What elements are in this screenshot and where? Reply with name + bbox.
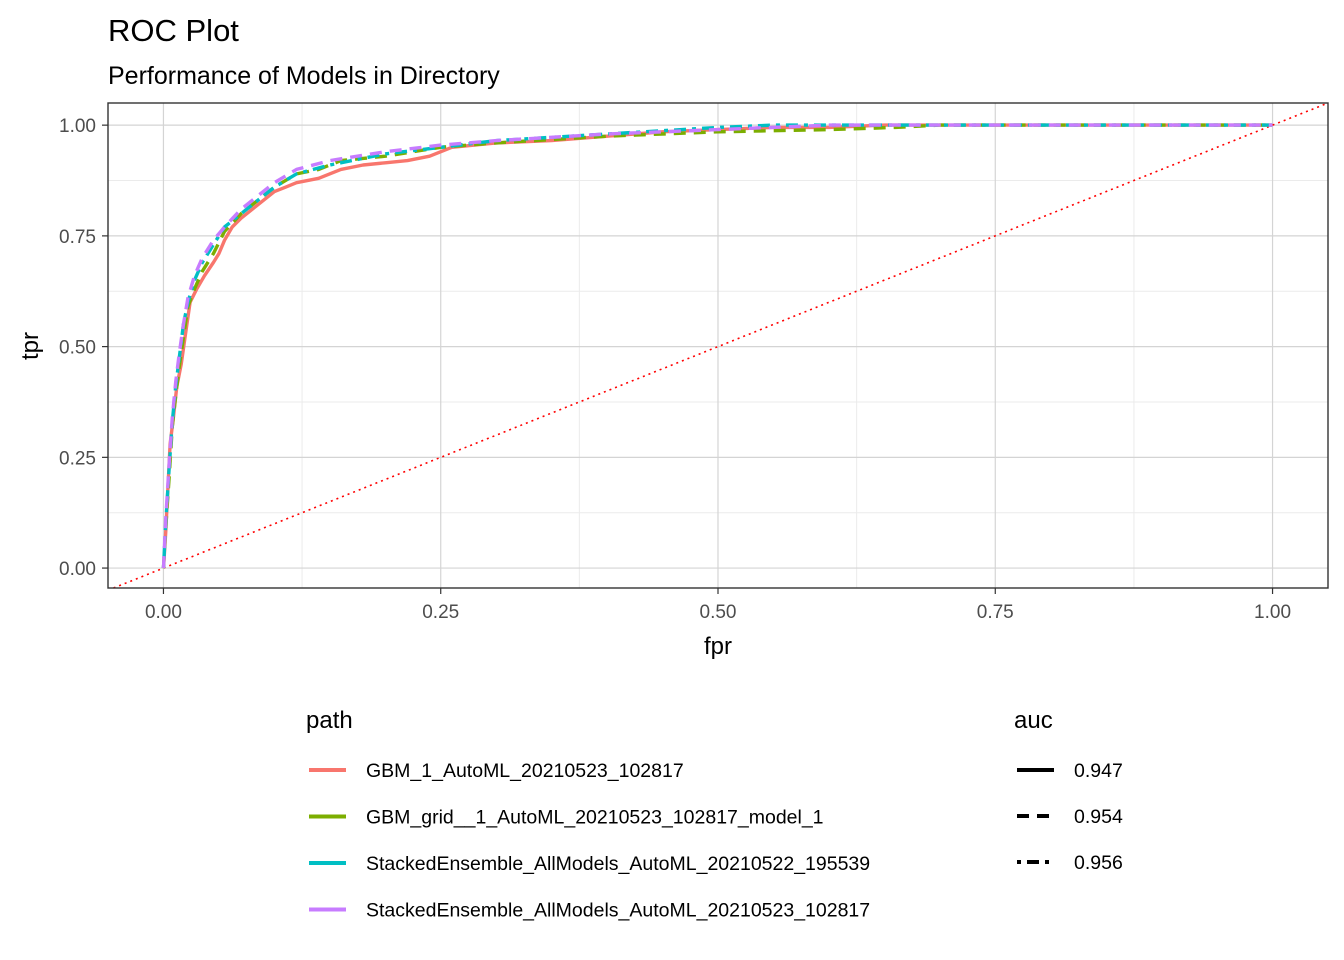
y-tick-label: 0.75 <box>59 227 96 248</box>
legend-auc-title: auc <box>1014 707 1053 734</box>
legend-auc-label: 0.956 <box>1074 852 1123 874</box>
legend-path-label: StackedEnsemble_AllModels_AutoML_2021052… <box>366 900 870 922</box>
legend-auc-label: 0.954 <box>1074 806 1123 828</box>
x-tick-label: 0.25 <box>422 602 459 623</box>
legend-auc: auc 0.947 0.954 0.956 <box>1014 707 1123 874</box>
x-tick-label: 1.00 <box>1254 602 1291 623</box>
y-tick-label: 1.00 <box>59 116 96 137</box>
legend-auc-label: 0.947 <box>1074 760 1123 782</box>
y-tick-label: 0.00 <box>59 559 96 580</box>
x-axis-ticks: 0.00 0.25 0.50 0.75 1.00 <box>145 588 1291 623</box>
legend-path-label: GBM_grid__1_AutoML_20210523_102817_model… <box>366 807 824 829</box>
legend-path-label: GBM_1_AutoML_20210523_102817 <box>366 760 684 782</box>
y-axis-title: tpr <box>17 332 44 360</box>
legend-auc-entries: 0.947 0.954 0.956 <box>1017 760 1123 874</box>
y-axis-ticks: 0.00 0.25 0.50 0.75 1.00 <box>59 116 108 580</box>
reference-diagonal-line <box>113 102 1329 589</box>
chart-subtitle: Performance of Models in Directory <box>108 62 500 90</box>
y-tick-label: 0.50 <box>59 338 96 359</box>
x-tick-label: 0.75 <box>977 602 1014 623</box>
legend-path-entries: GBM_1_AutoML_20210523_102817 GBM_grid__1_… <box>309 760 870 922</box>
series-line <box>161 123 1273 569</box>
legend-path: path GBM_1_AutoML_20210523_102817 GBM_gri… <box>306 707 870 922</box>
x-tick-label: 0.50 <box>700 602 737 623</box>
plot-area <box>107 102 1329 589</box>
x-axis-title: fpr <box>704 633 732 660</box>
series-layer <box>161 123 1273 569</box>
reference-diagonal <box>113 102 1329 589</box>
chart-title: ROC Plot <box>108 13 239 48</box>
x-tick-label: 0.00 <box>145 602 182 623</box>
series-line <box>161 123 1273 569</box>
y-tick-label: 0.25 <box>59 448 96 469</box>
legend-path-title: path <box>306 707 353 734</box>
legend-path-label: StackedEnsemble_AllModels_AutoML_2021052… <box>366 853 870 875</box>
